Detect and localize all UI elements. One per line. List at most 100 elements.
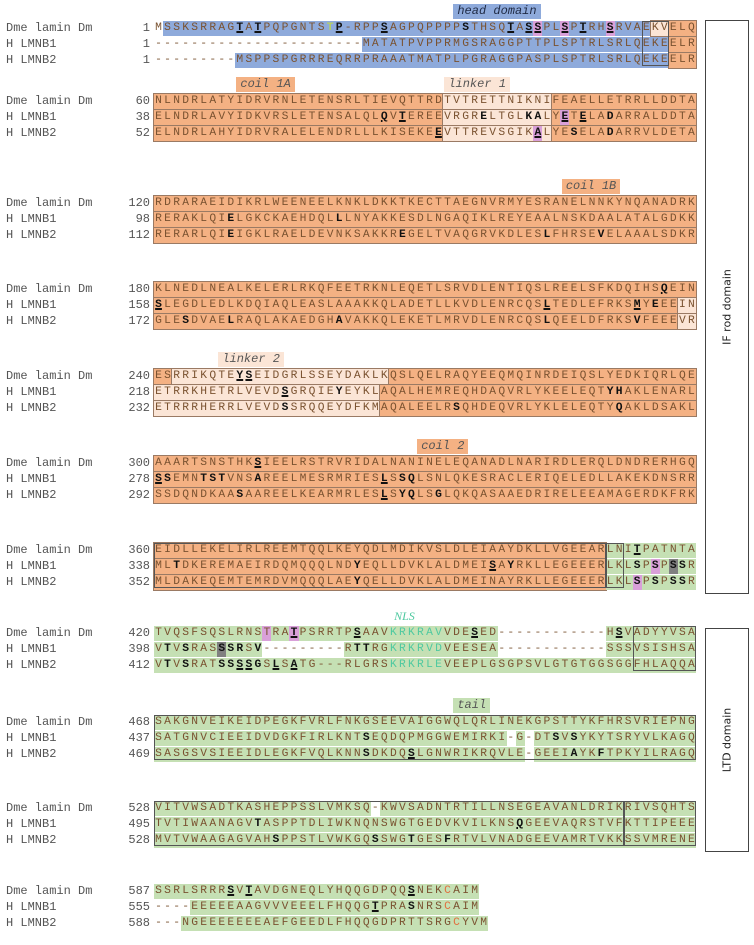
coil-region xyxy=(153,542,607,559)
residue-number: 338 xyxy=(128,559,150,573)
tail-region xyxy=(154,747,525,762)
residue-number: 112 xyxy=(128,228,150,242)
tail-region xyxy=(154,817,697,832)
ltd-domain-box: LTD domain xyxy=(705,628,749,852)
residue-number: 1 xyxy=(142,21,150,35)
residue-number: 587 xyxy=(128,884,150,898)
species-name: Dme lamin Dm xyxy=(6,282,93,296)
if-rod-domain-box: IF rod domain xyxy=(705,20,749,594)
head-region xyxy=(235,53,670,68)
tail-region xyxy=(154,801,371,816)
species-name: H LMNB2 xyxy=(6,833,57,847)
residue-number: 232 xyxy=(128,401,150,415)
residue-number: 60 xyxy=(135,94,150,108)
residue-number: 495 xyxy=(128,817,150,831)
species-name: Dme lamin Dm xyxy=(6,456,93,470)
coil-region xyxy=(152,109,445,126)
coil-region xyxy=(668,36,698,53)
tail-region xyxy=(533,731,697,746)
tail-region xyxy=(606,543,697,558)
species-name: H LMNB1 xyxy=(6,212,57,226)
linker-region xyxy=(153,400,381,417)
coil-region xyxy=(152,125,445,142)
linker-region xyxy=(442,93,553,110)
domain-label-tail: tail xyxy=(453,698,491,713)
coil-region xyxy=(152,227,698,244)
tail-region xyxy=(606,642,697,657)
residue-number: 292 xyxy=(128,488,150,502)
residue-number: 1 xyxy=(142,53,150,67)
species-name: Dme lamin Dm xyxy=(6,626,93,640)
coil-region xyxy=(668,52,698,69)
residue-number: 420 xyxy=(128,626,150,640)
species-name: H LMNB1 xyxy=(6,472,57,486)
residue-number: 528 xyxy=(128,801,150,815)
tail-region xyxy=(154,833,697,848)
coil-region xyxy=(378,400,698,417)
species-name: H LMNB2 xyxy=(6,228,57,242)
linker-region xyxy=(650,20,671,37)
species-name: H LMNB2 xyxy=(6,126,57,140)
coil-region xyxy=(152,455,698,472)
domain-label-linker2: linker 2 xyxy=(218,352,284,367)
species-name: H LMNB1 xyxy=(6,731,57,745)
residue-number: 38 xyxy=(135,110,150,124)
coil-region xyxy=(152,195,698,212)
residue-number: 1 xyxy=(142,37,150,51)
residue-number: 588 xyxy=(128,916,150,930)
residue-number: 218 xyxy=(128,385,150,399)
domain-label-coil1b: coil 1B xyxy=(561,179,621,194)
tail-region xyxy=(154,884,480,899)
head-region xyxy=(642,37,670,52)
linker-region xyxy=(442,109,553,126)
species-name: Dme lamin Dm xyxy=(6,801,93,815)
head-region xyxy=(163,21,652,36)
tail-region xyxy=(606,575,697,590)
coil-region xyxy=(550,125,698,142)
tail-region xyxy=(154,731,507,746)
coil-region xyxy=(153,558,607,575)
coil-region xyxy=(152,368,174,385)
coil-region xyxy=(152,93,445,110)
tail-region xyxy=(154,658,697,673)
species-name: H LMNB2 xyxy=(6,401,57,415)
coil-region xyxy=(152,471,698,488)
coil-region xyxy=(550,93,698,110)
residue-number: 98 xyxy=(135,212,150,226)
residue-number: 528 xyxy=(128,833,150,847)
tail-region xyxy=(154,642,263,657)
residue-number: 52 xyxy=(135,126,150,140)
species-name: H LMNB1 xyxy=(6,900,57,914)
residue-number: 469 xyxy=(128,747,150,761)
residue-number: 352 xyxy=(128,575,150,589)
species-name: Dme lamin Dm xyxy=(6,21,93,35)
residue-number: 240 xyxy=(128,369,150,383)
species-name: Dme lamin Dm xyxy=(6,94,93,108)
domain-label-linker1: linker 1 xyxy=(444,77,510,92)
head-region xyxy=(361,37,643,52)
species-name: H LMNB1 xyxy=(6,298,57,312)
species-name: H LMNB2 xyxy=(6,488,57,502)
residue-number: 412 xyxy=(128,658,150,672)
species-name: H LMNB2 xyxy=(6,658,57,672)
residue-number: 555 xyxy=(128,900,150,914)
tail-region xyxy=(380,801,697,816)
